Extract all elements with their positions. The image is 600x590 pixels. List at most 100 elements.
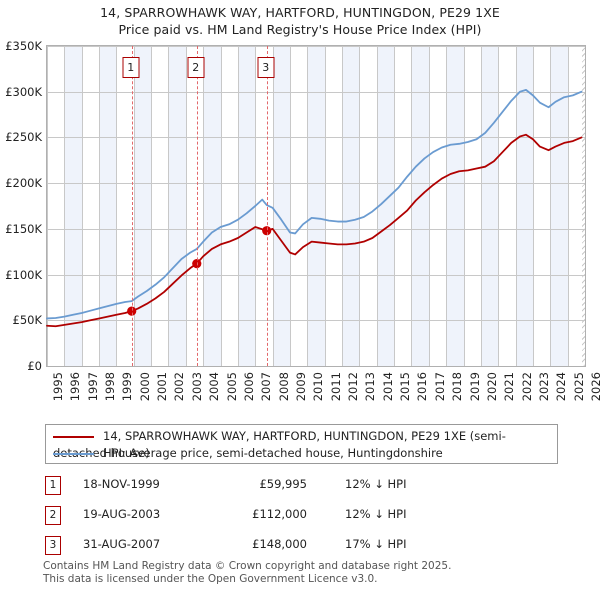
x-axis-tick-label: 2022 bbox=[519, 372, 534, 402]
transaction-delta-2: 12% ↓ HPI bbox=[345, 507, 407, 521]
gridline-vertical bbox=[428, 46, 430, 366]
gridline-vertical bbox=[64, 46, 66, 366]
x-axis-tick-label: 2001 bbox=[155, 372, 170, 402]
x-axis-tick-label: 2018 bbox=[450, 372, 465, 402]
footer-line-1: Contains HM Land Registry data © Crown c… bbox=[43, 560, 452, 572]
year-band bbox=[411, 46, 429, 366]
x-axis-tick-label: 2011 bbox=[328, 372, 343, 402]
year-bands bbox=[47, 46, 585, 366]
year-band bbox=[133, 46, 152, 366]
gridline-vertical bbox=[168, 46, 170, 366]
x-axis-tick-label: 2012 bbox=[346, 372, 361, 402]
legend-label-price-paid: 14, SPARROWHAWK WAY, HARTFORD, HUNTINGDO… bbox=[53, 429, 506, 460]
gridline-vertical bbox=[394, 46, 396, 366]
x-axis-tick-label: 1996 bbox=[68, 372, 83, 402]
x-axis-tick-label: 2017 bbox=[432, 372, 447, 402]
transaction-index-1: 1 bbox=[45, 476, 61, 495]
year-band bbox=[237, 46, 256, 366]
year-band bbox=[376, 46, 395, 366]
year-band bbox=[64, 46, 82, 366]
table-row[interactable]: 3 31-AUG-2007 £148,000 17% ↓ HPI bbox=[45, 536, 565, 558]
y-axis-tick-label: £200K bbox=[5, 176, 42, 191]
y-axis-tick-label: £50K bbox=[12, 313, 43, 328]
transaction-marker-line-2 bbox=[196, 46, 198, 366]
x-axis-tick-label: 2009 bbox=[293, 372, 308, 402]
x-axis-tick-label: 2005 bbox=[224, 372, 239, 402]
transaction-price-1: £59,995 bbox=[259, 477, 307, 491]
transaction-marker-line-3 bbox=[266, 46, 268, 366]
series-line-hpi bbox=[46, 88, 583, 320]
x-axis-tick-label: 2002 bbox=[172, 372, 187, 402]
legend-swatch-price-paid bbox=[53, 435, 94, 438]
year-band bbox=[550, 46, 568, 366]
x-axis-tick-label: 2019 bbox=[467, 372, 482, 402]
gridline-vertical bbox=[532, 46, 534, 366]
incomplete-data-hatch bbox=[582, 46, 585, 366]
gridline-vertical bbox=[151, 46, 153, 366]
year-band bbox=[446, 46, 464, 366]
gridline-horizontal bbox=[47, 228, 585, 230]
x-axis-tick-label: 2003 bbox=[189, 372, 204, 402]
series-line-price-paid bbox=[46, 133, 583, 328]
gridline-vertical bbox=[342, 46, 344, 366]
gridline-vertical bbox=[220, 46, 222, 366]
page-title: 14, SPARROWHAWK WAY, HARTFORD, HUNTINGDO… bbox=[0, 4, 600, 38]
transaction-index-3: 3 bbox=[45, 536, 61, 555]
x-axis-tick-label: 2023 bbox=[536, 372, 551, 402]
x-axis-tick-label: 2021 bbox=[502, 372, 517, 402]
footer-line-2: This data is licensed under the Open Gov… bbox=[43, 572, 378, 585]
gridline-vertical bbox=[237, 46, 239, 366]
x-axis-tick-label: 2010 bbox=[311, 372, 326, 402]
gridline-vertical bbox=[289, 46, 291, 366]
x-axis-tick-label: 2026 bbox=[589, 372, 600, 402]
year-band bbox=[342, 46, 360, 366]
gridline-horizontal bbox=[47, 320, 585, 322]
transaction-marker-box-3[interactable]: 3 bbox=[257, 57, 275, 78]
x-axis-tick-label: 1999 bbox=[120, 372, 135, 402]
transaction-index-2: 2 bbox=[45, 506, 61, 525]
gridline-vertical bbox=[116, 46, 118, 366]
transaction-date-3: 31-AUG-2007 bbox=[83, 537, 161, 551]
y-axis-tick-label: £150K bbox=[5, 221, 42, 236]
x-axis-tick-label: 1997 bbox=[85, 372, 100, 402]
gridline-vertical bbox=[376, 46, 378, 366]
transaction-marker-line-1 bbox=[131, 46, 133, 366]
legend-item-hpi: HPI: Average price, semi-detached house,… bbox=[53, 445, 443, 462]
x-axis-tick-label: 1995 bbox=[51, 372, 65, 402]
x-axis-tick-label: 2006 bbox=[241, 372, 256, 402]
title-line-2: Price paid vs. HM Land Registry's House … bbox=[118, 22, 482, 37]
x-axis-tick-label: 2000 bbox=[137, 372, 152, 402]
y-axis-labels: £0 £50K £100K £150K £200K £250K £300K £350K bbox=[0, 39, 46, 373]
table-row[interactable]: 2 19-AUG-2003 £112,000 12% ↓ HPI bbox=[45, 506, 565, 528]
x-axis-tick-label: 2025 bbox=[571, 372, 586, 402]
gridline-vertical bbox=[203, 46, 205, 366]
gridline-vertical bbox=[498, 46, 500, 366]
legend-label-hpi: HPI: Average price, semi-detached house,… bbox=[103, 446, 443, 460]
year-band bbox=[480, 46, 499, 366]
y-axis-tick-label: £100K bbox=[5, 267, 42, 282]
transaction-price-3: £148,000 bbox=[252, 537, 307, 551]
x-axis-tick-label: 2014 bbox=[380, 372, 395, 402]
x-axis-tick-label: 2013 bbox=[363, 372, 378, 402]
year-band bbox=[272, 46, 290, 366]
transaction-delta-3: 17% ↓ HPI bbox=[345, 537, 407, 551]
x-axis-tick-label: 2008 bbox=[276, 372, 291, 402]
gridline-vertical bbox=[81, 46, 83, 366]
table-row[interactable]: 1 18-NOV-1999 £59,995 12% ↓ HPI bbox=[45, 476, 565, 498]
legend-swatch-hpi bbox=[53, 452, 94, 455]
transaction-date-2: 19-AUG-2003 bbox=[83, 507, 161, 521]
gridline-vertical bbox=[359, 46, 361, 366]
transaction-marker-box-2[interactable]: 2 bbox=[187, 57, 205, 78]
gridline-vertical bbox=[272, 46, 274, 366]
transaction-marker-box-1[interactable]: 1 bbox=[122, 57, 140, 78]
gridline-horizontal bbox=[47, 183, 585, 185]
year-band bbox=[515, 46, 533, 366]
transaction-date-1: 18-NOV-1999 bbox=[83, 477, 160, 491]
y-axis-tick-label: £0 bbox=[27, 359, 42, 373]
legend-item-price-paid: 14, SPARROWHAWK WAY, HARTFORD, HUNTINGDO… bbox=[53, 428, 557, 460]
gridline-vertical bbox=[480, 46, 482, 366]
title-line-1: 14, SPARROWHAWK WAY, HARTFORD, HUNTINGDO… bbox=[100, 5, 500, 20]
gridline-vertical bbox=[307, 46, 309, 366]
gridline-vertical bbox=[324, 46, 326, 366]
